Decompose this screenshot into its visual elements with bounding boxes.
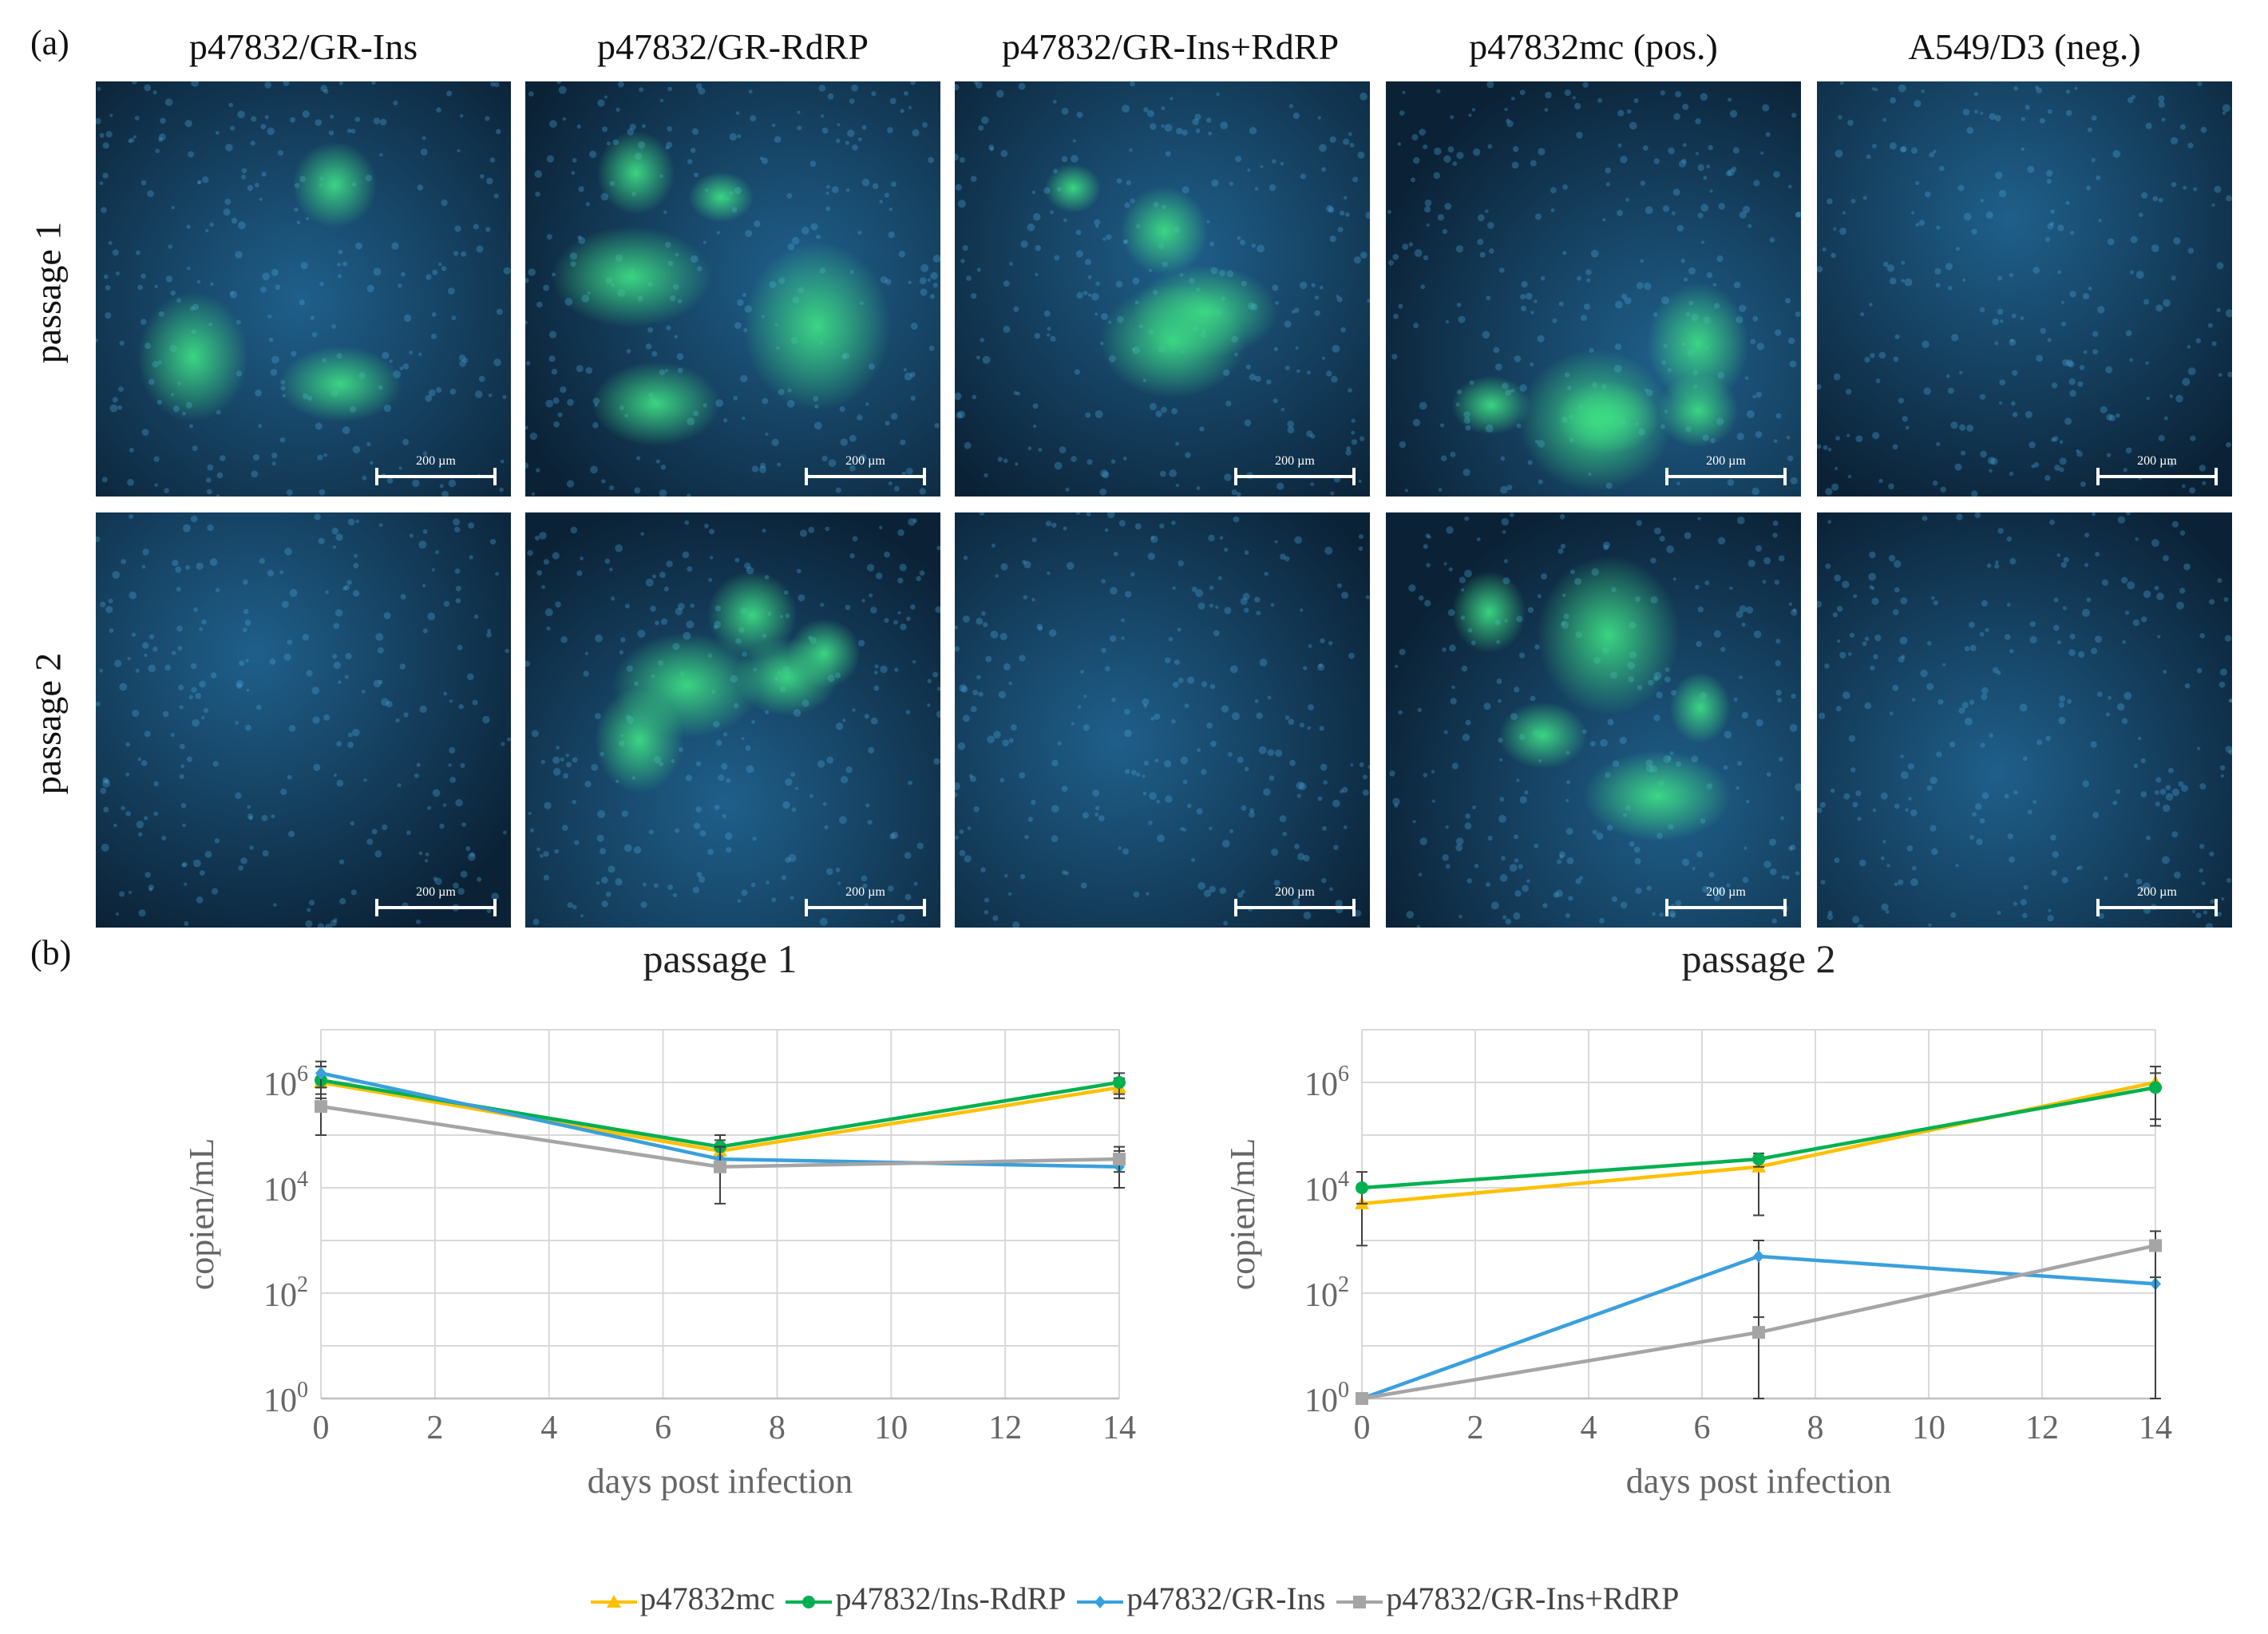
x-tick-label: 2: [426, 1410, 443, 1446]
error-bar: [2150, 1072, 2161, 1127]
x-tick-label: 0: [1354, 1410, 1371, 1446]
legend-marker: [1353, 1596, 1367, 1609]
chart-passage-1: passage 1 0 2 4 6 8 10 12 14 100 102 104 106 days pos…: [0, 936, 1136, 1557]
data-point: [315, 1100, 327, 1114]
x-tick-label: 12: [988, 1410, 1022, 1446]
x-tick-label: 4: [540, 1410, 557, 1446]
data-point: [1113, 1076, 1126, 1089]
x-tick-label: 14: [1102, 1410, 1136, 1446]
panel-label-a: (a): [30, 23, 69, 62]
data-point: [1356, 1181, 1368, 1194]
x-tick-label: 6: [1694, 1410, 1711, 1446]
y-tick-label: 104: [1304, 1167, 1349, 1209]
legend-item-3: p47832/GR-Ins+RdRP: [1335, 1580, 1679, 1617]
gridlines: [320, 1029, 1120, 1399]
micrograph-r2-c2: 200 µm: [525, 512, 940, 928]
chart-passage-2: passage 2 0 2 4 6 8 10 12 14 100 102 104 106 days pos…: [1134, 936, 2268, 1557]
x-tick-label: 4: [1581, 1410, 1597, 1446]
scale-bar-label: 200 µm: [845, 454, 885, 468]
scale-bar-label: 200 µm: [1706, 454, 1746, 468]
y-axis-label: copien/mL: [182, 1138, 221, 1291]
scale-bar-label: 200 µm: [416, 454, 456, 468]
legend-item-0: p47832mc: [589, 1580, 775, 1617]
x-tick-label: 8: [769, 1410, 786, 1446]
series-1: [1356, 1072, 2162, 1205]
y-tick-label: 100: [1304, 1378, 1349, 1419]
data-point: [1752, 1153, 1765, 1166]
column-title-gr-ins: p47832/GR-Ins: [188, 26, 418, 67]
column-title-positive: p47832mc (pos.): [1469, 26, 1718, 67]
y-tick-label: 106: [263, 1062, 308, 1103]
legend-marker: [1094, 1596, 1106, 1609]
chart-title: passage 2: [1682, 936, 1836, 981]
data-point: [2149, 1081, 2162, 1094]
data-point: [714, 1160, 726, 1173]
legend-marker: [606, 1595, 621, 1608]
legend-marker: [802, 1596, 816, 1609]
legend-label: p47832/GR-Ins: [1126, 1581, 1326, 1617]
column-title-negative: A549/D3 (neg.): [1908, 26, 2141, 67]
micrograph-r1-c5: 200 µm: [1817, 81, 2232, 497]
x-tick-label: 10: [874, 1410, 908, 1446]
row-label-passage-2: passage 2: [27, 652, 69, 795]
scale-bar-label: 200 µm: [1275, 885, 1315, 899]
scale-bar-label: 200 µm: [1706, 885, 1746, 899]
row-label-passage-1: passage 1: [27, 221, 69, 364]
data-point: [1752, 1326, 1765, 1339]
scale-bar-label: 200 µm: [1275, 454, 1315, 468]
y-tick-label: 100: [263, 1378, 308, 1419]
legend-item-1: p47832/Ins-RdRP: [784, 1580, 1066, 1617]
column-title-gr-ins-rdrp: p47832/GR-Ins+RdRP: [1001, 26, 1340, 67]
chart-legend: p47832mc p47832/Ins-RdRP p47832/GR-Ins p478…: [0, 1577, 2268, 1617]
error-bar: [2150, 1230, 2161, 1399]
x-tick-label: 14: [2139, 1410, 2172, 1446]
micrograph-r1-c3: 200 µm: [955, 81, 1370, 497]
error-bar: [714, 1145, 726, 1205]
micrograph-r1-c1: 200 µm: [96, 81, 511, 497]
y-tick-label: 106: [1304, 1062, 1349, 1103]
x-tick-label: 12: [2025, 1410, 2059, 1446]
data-point: [1113, 1153, 1126, 1166]
legend-label: p47832/Ins-RdRP: [835, 1581, 1067, 1617]
y-tick-label: 102: [1304, 1272, 1349, 1314]
micrograph-r2-c3: 200 µm: [955, 512, 1370, 928]
x-tick-label: 10: [1912, 1410, 1945, 1446]
x-tick-label: 2: [1467, 1410, 1484, 1446]
data-point: [2149, 1239, 2162, 1252]
panel-label-b: (b): [30, 933, 72, 972]
micrograph-r1-c4: 200 µm: [1386, 81, 1801, 497]
legend-item-2: p47832/GR-Ins: [1075, 1580, 1325, 1617]
y-tick-label: 104: [263, 1167, 308, 1209]
series-3: [1356, 1230, 2162, 1405]
legend-label: p47832/GR-Ins+RdRP: [1386, 1581, 1680, 1617]
micrograph-r1-c2: 200 µm: [525, 81, 940, 497]
micrograph-r2-c4: 200 µm: [1386, 512, 1801, 928]
scale-bar-label: 200 µm: [2137, 454, 2177, 468]
legend-label: p47832mc: [639, 1581, 775, 1617]
x-axis-label: days post infection: [588, 1462, 853, 1501]
chart-title: passage 1: [643, 936, 798, 981]
data-point: [1753, 1249, 1764, 1263]
data-point: [315, 1066, 327, 1080]
scale-bar-label: 200 µm: [2137, 885, 2177, 899]
micrograph-r2-c1: 200 µm: [96, 512, 511, 928]
x-tick-label: 0: [313, 1410, 330, 1446]
scale-bar-label: 200 µm: [845, 885, 885, 899]
y-tick-label: 102: [263, 1272, 308, 1314]
x-tick-label: 8: [1807, 1410, 1824, 1446]
y-axis-label: copien/mL: [1223, 1138, 1262, 1291]
micrograph-r2-c5: 200 µm: [1817, 512, 2232, 928]
x-tick-label: 6: [655, 1410, 671, 1446]
x-axis-label: days post infection: [1626, 1462, 1891, 1501]
data-point: [1356, 1392, 1368, 1405]
column-title-gr-rdrp: p47832/GR-RdRP: [597, 26, 869, 67]
series-3: [315, 1086, 1126, 1205]
scale-bar-label: 200 µm: [416, 885, 456, 899]
